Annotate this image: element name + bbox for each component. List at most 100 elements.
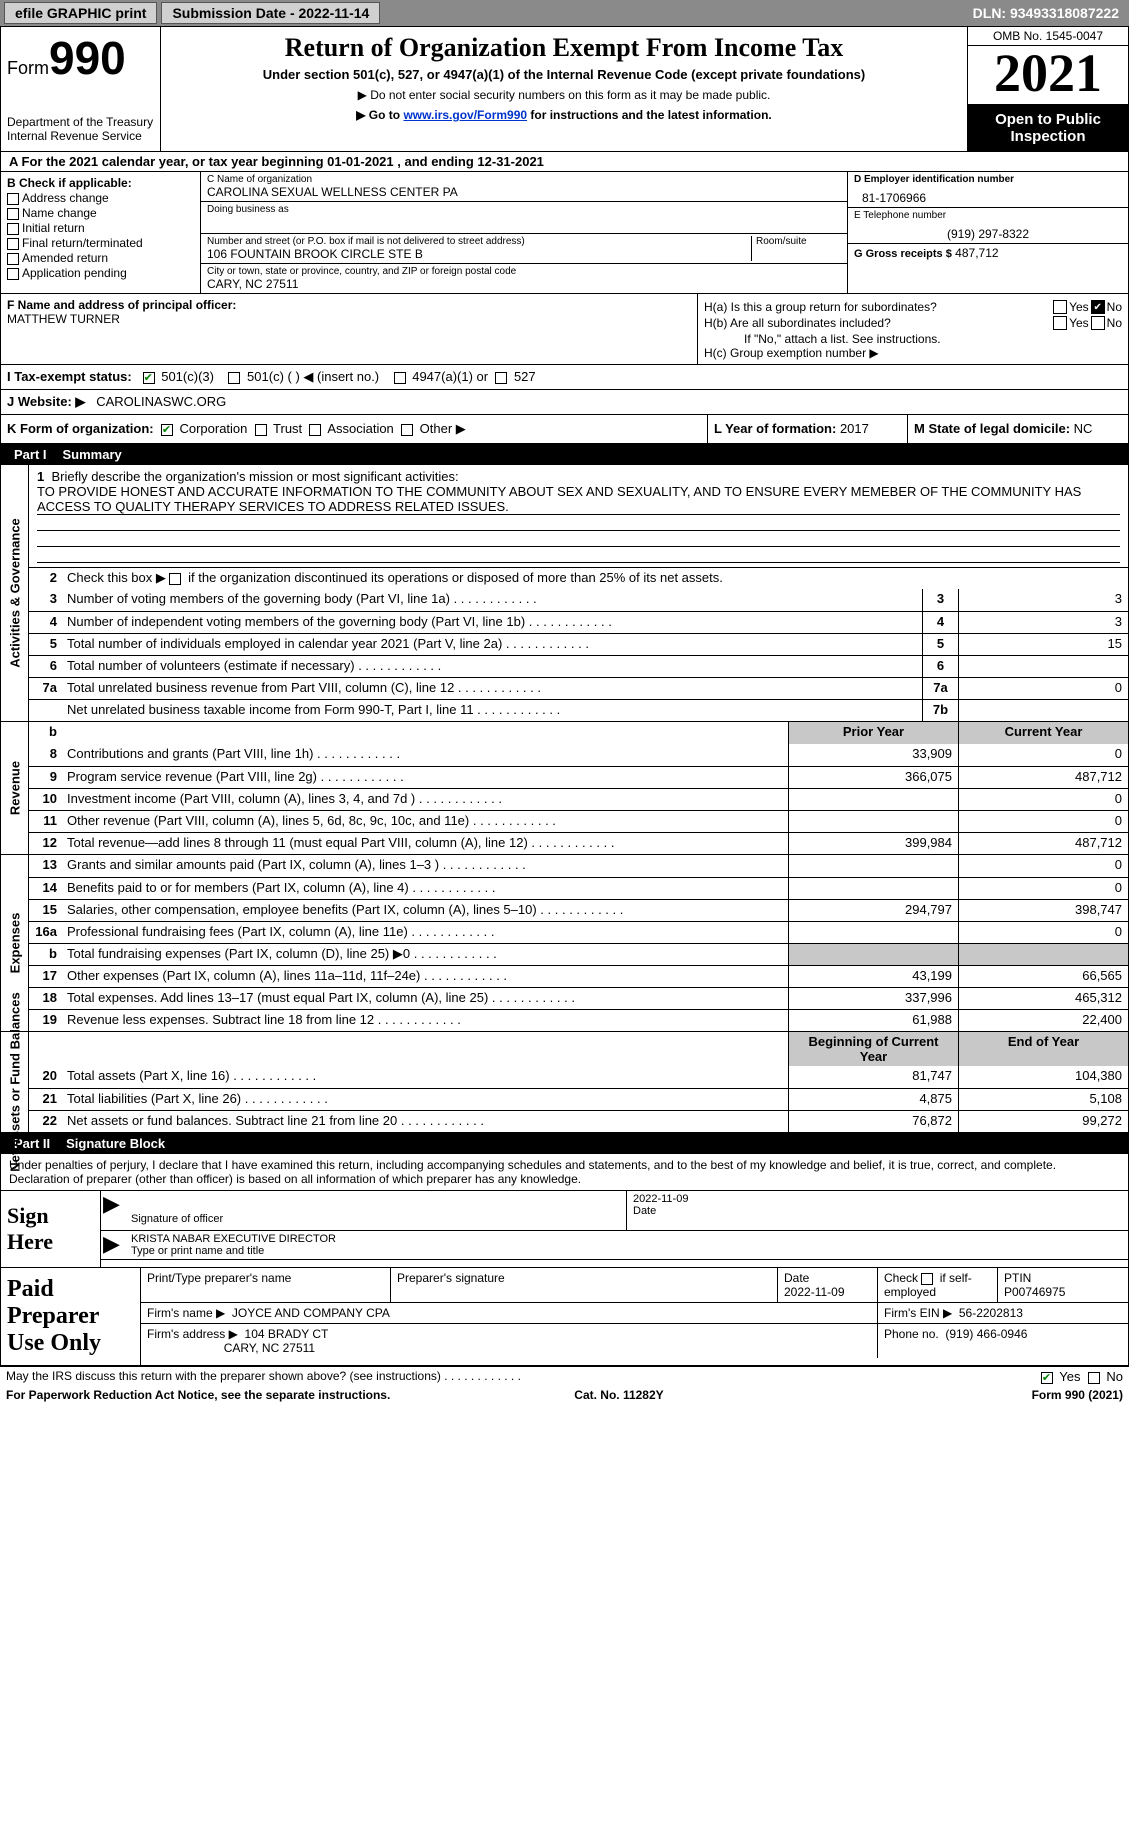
- efile-print-btn[interactable]: efile GRAPHIC print: [4, 2, 157, 24]
- ha-yes-box[interactable]: [1053, 300, 1067, 314]
- irs-text: Internal Revenue Service: [7, 129, 154, 143]
- gov-row: 6 Total number of volunteers (estimate i…: [29, 655, 1128, 677]
- opt-assoc: Association: [327, 421, 393, 436]
- sign-here-label: Sign Here: [1, 1191, 101, 1267]
- firm-tel-cell: Phone no. (919) 466-0946: [878, 1324, 1128, 1358]
- chk-4947[interactable]: [394, 372, 406, 384]
- opt-4947: 4947(a)(1) or: [412, 369, 488, 384]
- arrow1: ▶: [101, 1191, 125, 1230]
- chk-final[interactable]: Final return/terminated: [7, 236, 194, 250]
- opt-527: 527: [514, 369, 536, 384]
- chk-self[interactable]: [921, 1273, 933, 1285]
- data-row: 22 Net assets or fund balances. Subtract…: [29, 1110, 1128, 1132]
- net-hdr-row: Beginning of Current Year End of Year: [29, 1032, 1128, 1066]
- chk-address[interactable]: Address change: [7, 191, 194, 205]
- chk-527[interactable]: [495, 372, 507, 384]
- discuss-no: No: [1106, 1369, 1123, 1384]
- chk-corp[interactable]: [161, 424, 173, 436]
- part-i-title: Summary: [63, 447, 122, 462]
- prep-name-lbl: Print/Type preparer's name: [141, 1268, 391, 1302]
- firm-ein-lbl: Firm's EIN ▶: [884, 1306, 952, 1320]
- submission-date-btn[interactable]: Submission Date - 2022-11-14: [161, 2, 380, 24]
- hb-no-box[interactable]: [1091, 316, 1105, 330]
- k-m: M State of legal domicile: NC: [908, 415, 1128, 443]
- form-number: Form990: [7, 31, 154, 85]
- row-txt: Revenue less expenses. Subtract line 18 …: [63, 1010, 788, 1031]
- gov-body: 1 Briefly describe the organization's mi…: [29, 465, 1128, 721]
- dln-text: DLN: 93493318087222: [973, 5, 1125, 21]
- col-d: D Employer identification number 81-1706…: [848, 172, 1128, 293]
- gov-num: 7a: [29, 678, 63, 699]
- opt-501c: 501(c) ( ) ◀ (insert no.): [247, 369, 379, 384]
- sign-cells: ▶ Signature of officer 2022-11-09 Date ▶…: [101, 1191, 1128, 1267]
- chk-pending[interactable]: Application pending: [7, 266, 194, 280]
- chk-name[interactable]: Name change: [7, 206, 194, 220]
- chk-initial[interactable]: Initial return: [7, 221, 194, 235]
- ha-row: H(a) Is this a group return for subordin…: [704, 300, 1122, 314]
- rev-body: b Prior Year Current Year 8 Contribution…: [29, 722, 1128, 854]
- ein-lbl: D Employer identification number: [854, 174, 1122, 185]
- current-val: 465,312: [958, 988, 1128, 1009]
- chk-discuss-no[interactable]: [1088, 1372, 1100, 1384]
- hb-no: No: [1107, 316, 1122, 330]
- row-num: 11: [29, 811, 63, 832]
- chk-501c3[interactable]: [143, 372, 155, 384]
- chk-other[interactable]: [401, 424, 413, 436]
- ha-no-box[interactable]: ✔: [1091, 300, 1105, 314]
- chk-trust[interactable]: [255, 424, 267, 436]
- part-i-label: Part I: [8, 447, 53, 462]
- room-lbl: Room/suite: [756, 236, 841, 247]
- current-val: 487,712: [958, 833, 1128, 854]
- gov-val: [958, 656, 1128, 677]
- prep-ptin-cell: PTIN P00746975: [998, 1268, 1128, 1302]
- row-txt: Program service revenue (Part VIII, line…: [63, 767, 788, 788]
- row-j: J Website: ▶ CAROLINASWC.ORG: [0, 390, 1129, 415]
- sig-date-cell: 2022-11-09 Date: [626, 1191, 1128, 1230]
- opt-other: Other ▶: [420, 421, 466, 436]
- irs-link[interactable]: www.irs.gov/Form990: [403, 108, 527, 122]
- gov-val: [958, 700, 1128, 721]
- col-b: B Check if applicable: Address change Na…: [1, 172, 201, 293]
- row-txt: Other expenses (Part IX, column (A), lin…: [63, 966, 788, 987]
- row-txt: Other revenue (Part VIII, column (A), li…: [63, 811, 788, 832]
- col-c: C Name of organization CAROLINA SEXUAL W…: [201, 172, 848, 293]
- data-row: 11 Other revenue (Part VIII, column (A),…: [29, 810, 1128, 832]
- tel-lbl: E Telephone number: [854, 210, 1122, 221]
- row-txt: Total revenue—add lines 8 through 11 (mu…: [63, 833, 788, 854]
- block-f-h: F Name and address of principal officer:…: [0, 294, 1129, 365]
- firm-name-cell: Firm's name ▶ JOYCE AND COMPANY CPA: [141, 1303, 878, 1323]
- row-num: 13: [29, 855, 63, 877]
- gov-num: 4: [29, 612, 63, 633]
- row-num: 20: [29, 1066, 63, 1088]
- prep-row2: Firm's name ▶ JOYCE AND COMPANY CPA Firm…: [141, 1303, 1128, 1324]
- b-header: B Check if applicable:: [7, 176, 194, 190]
- j-val: CAROLINASWC.ORG: [96, 394, 226, 409]
- firm-addr2: CARY, NC 27511: [224, 1341, 315, 1355]
- current-val: 0: [958, 744, 1128, 766]
- chk-discuss-yes[interactable]: [1041, 1372, 1053, 1384]
- side-gov-text: Activities & Governance: [7, 518, 22, 668]
- chk-501c[interactable]: [228, 372, 240, 384]
- k-lbl: K Form of organization:: [7, 421, 154, 436]
- data-row: 21 Total liabilities (Part X, line 26) 4…: [29, 1088, 1128, 1110]
- prior-val: 337,996: [788, 988, 958, 1009]
- revenue-section: Revenue b Prior Year Current Year 8 Cont…: [0, 722, 1129, 855]
- cell-ein: D Employer identification number 81-1706…: [848, 172, 1128, 208]
- hb-yes-box[interactable]: [1053, 316, 1067, 330]
- form-id: Form 990 (2021): [1032, 1388, 1123, 1402]
- subtitle-1: Under section 501(c), 527, or 4947(a)(1)…: [169, 67, 959, 82]
- lbl-amended: Amended return: [22, 251, 108, 265]
- lbl-initial: Initial return: [22, 221, 85, 235]
- i-lbl: I Tax-exempt status:: [7, 369, 132, 384]
- chk-discontinued[interactable]: [169, 573, 181, 585]
- col-h: H(a) Is this a group return for subordin…: [698, 294, 1128, 364]
- prep-date-cell: Date 2022-11-09: [778, 1268, 878, 1302]
- net-body: Beginning of Current Year End of Year 20…: [29, 1032, 1128, 1132]
- cell-city: City or town, state or province, country…: [201, 264, 847, 293]
- chk-amended[interactable]: Amended return: [7, 251, 194, 265]
- gov-line2: 2 Check this box ▶ Check this box ▶ if t…: [29, 567, 1128, 589]
- gov-num: 5: [29, 634, 63, 655]
- side-revenue: Revenue: [1, 722, 29, 854]
- current-val: 0: [958, 878, 1128, 899]
- chk-assoc[interactable]: [309, 424, 321, 436]
